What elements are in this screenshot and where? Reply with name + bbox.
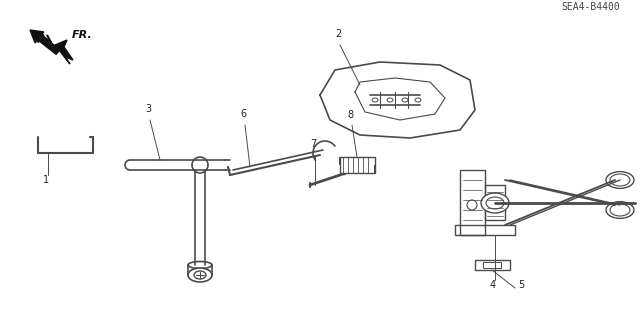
Ellipse shape <box>486 197 504 209</box>
Text: FR.: FR. <box>72 30 93 40</box>
Text: SEA4-B4400: SEA4-B4400 <box>561 2 620 12</box>
Ellipse shape <box>481 193 509 213</box>
Text: 8: 8 <box>347 110 353 120</box>
Bar <box>483 262 501 268</box>
Bar <box>460 170 485 235</box>
Text: 7: 7 <box>310 139 316 149</box>
Ellipse shape <box>606 202 634 219</box>
Text: 3: 3 <box>145 104 151 114</box>
Bar <box>485 185 505 220</box>
Bar <box>340 157 375 173</box>
Bar <box>475 260 510 270</box>
Text: 4: 4 <box>490 280 496 290</box>
Ellipse shape <box>610 204 630 216</box>
Ellipse shape <box>188 268 212 282</box>
Text: 1: 1 <box>43 175 49 185</box>
Ellipse shape <box>606 172 634 189</box>
Ellipse shape <box>188 262 212 269</box>
Polygon shape <box>55 40 73 64</box>
FancyArrow shape <box>30 30 60 54</box>
Text: 2: 2 <box>335 29 341 39</box>
Text: 5: 5 <box>518 280 524 290</box>
Ellipse shape <box>192 157 208 173</box>
Text: 6: 6 <box>240 109 246 119</box>
Bar <box>455 225 515 235</box>
Ellipse shape <box>610 174 630 186</box>
